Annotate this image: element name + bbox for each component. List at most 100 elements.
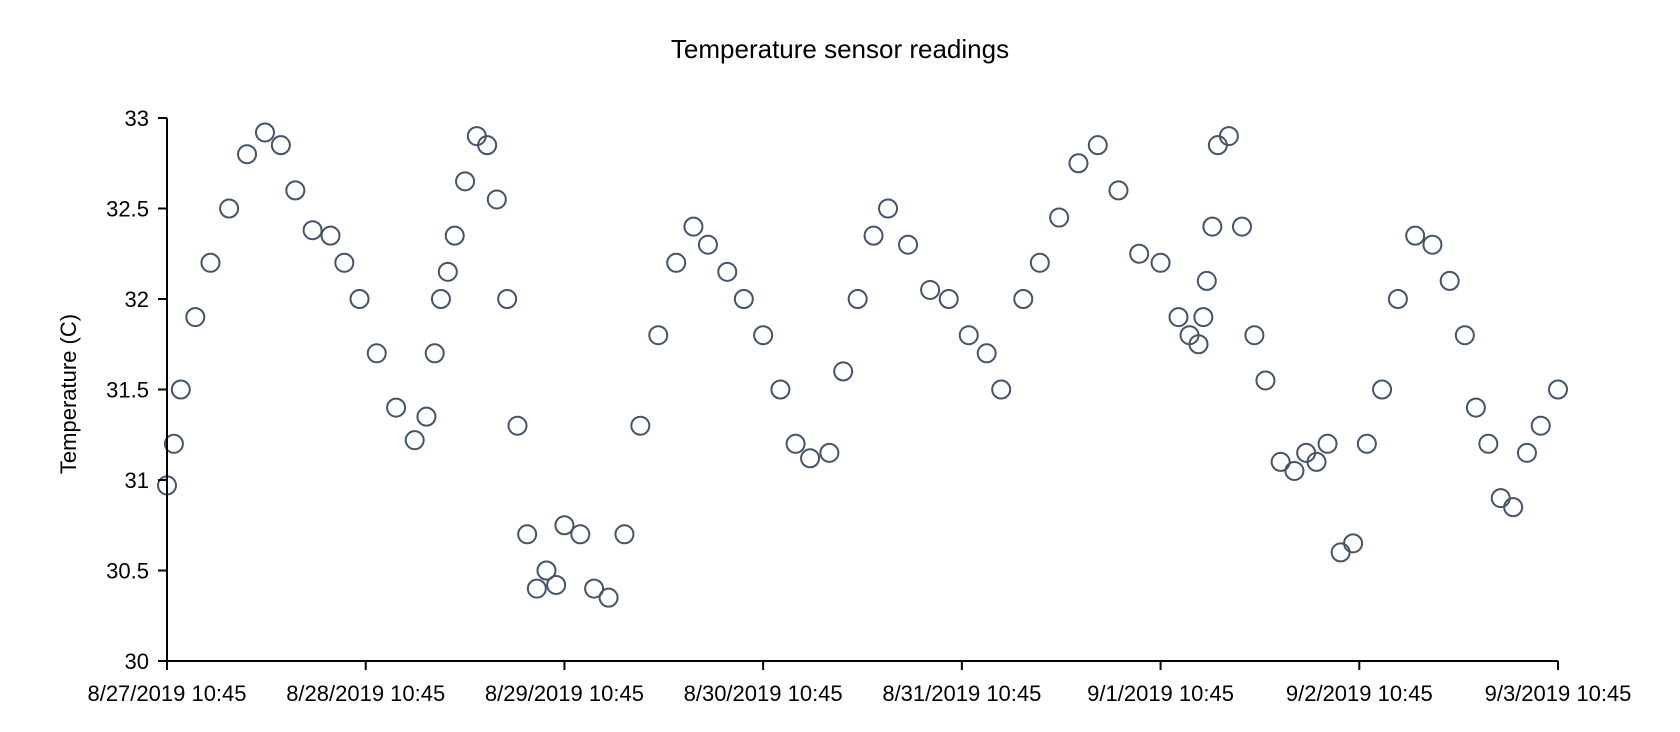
data-point bbox=[1490, 488, 1511, 509]
data-point bbox=[666, 252, 687, 273]
data-point bbox=[1306, 451, 1327, 472]
y-axis-label: Temperature (C) bbox=[56, 314, 81, 474]
data-point bbox=[570, 524, 591, 545]
data-point bbox=[1270, 451, 1291, 472]
data-point bbox=[170, 379, 191, 400]
data-point bbox=[819, 442, 840, 463]
data-point bbox=[437, 261, 458, 282]
data-point bbox=[1244, 325, 1265, 346]
data-point bbox=[334, 252, 355, 273]
data-point bbox=[404, 430, 425, 451]
data-point bbox=[1108, 180, 1129, 201]
data-point bbox=[477, 135, 498, 156]
data-point bbox=[770, 379, 791, 400]
data-point bbox=[1439, 270, 1460, 291]
data-point bbox=[1218, 126, 1239, 147]
data-point bbox=[630, 415, 651, 436]
data-point bbox=[163, 433, 184, 454]
data-point bbox=[733, 289, 754, 309]
y-tick-label: 32 bbox=[125, 287, 149, 312]
data-point bbox=[1387, 289, 1408, 309]
data-point bbox=[554, 515, 575, 536]
data-point bbox=[237, 144, 258, 165]
data-point bbox=[1068, 153, 1089, 174]
data-point bbox=[1530, 415, 1551, 436]
x-tick-label: 8/27/2019 10:45 bbox=[87, 681, 246, 706]
data-point bbox=[349, 289, 370, 309]
data-point bbox=[938, 289, 959, 309]
data-point bbox=[976, 343, 997, 364]
y-tick-label: 33 bbox=[125, 106, 149, 131]
data-point bbox=[254, 122, 275, 143]
data-point bbox=[598, 587, 619, 608]
data-point bbox=[320, 225, 341, 246]
data-point bbox=[1029, 252, 1050, 273]
data-point bbox=[1150, 252, 1171, 273]
data-point bbox=[1196, 270, 1217, 291]
data-point bbox=[920, 279, 941, 300]
data-point bbox=[285, 180, 306, 201]
data-point bbox=[1193, 307, 1214, 328]
data-point bbox=[497, 289, 518, 309]
data-point bbox=[416, 406, 437, 427]
data-point bbox=[219, 198, 240, 219]
data-point bbox=[1188, 334, 1209, 355]
data-point bbox=[1343, 533, 1364, 554]
data-point bbox=[1503, 497, 1524, 518]
data-point bbox=[1317, 433, 1338, 454]
data-point bbox=[1465, 397, 1486, 418]
data-point bbox=[486, 189, 507, 210]
data-point bbox=[1013, 289, 1034, 309]
data-point bbox=[1548, 379, 1568, 400]
data-point bbox=[614, 524, 635, 545]
x-tick-label: 9/3/2019 10:45 bbox=[1485, 681, 1632, 706]
data-point bbox=[847, 289, 868, 309]
data-point bbox=[1478, 433, 1499, 454]
y-tick-label: 32.5 bbox=[106, 197, 149, 222]
data-point bbox=[546, 574, 567, 595]
data-point bbox=[833, 361, 854, 382]
data-point bbox=[536, 560, 557, 581]
data-point bbox=[1330, 542, 1351, 563]
data-point bbox=[1372, 379, 1393, 400]
y-tick-label: 31 bbox=[125, 468, 149, 493]
data-point bbox=[785, 433, 806, 454]
data-point bbox=[517, 524, 538, 545]
data-point bbox=[958, 325, 979, 346]
data-point bbox=[1356, 433, 1377, 454]
data-point bbox=[717, 261, 738, 282]
data-point bbox=[424, 343, 445, 364]
data-point bbox=[430, 289, 451, 309]
x-tick-label: 9/2/2019 10:45 bbox=[1286, 681, 1433, 706]
data-point bbox=[1168, 307, 1189, 328]
data-point bbox=[270, 135, 291, 156]
data-point bbox=[878, 198, 899, 219]
data-point bbox=[386, 397, 407, 418]
data-point bbox=[683, 216, 704, 237]
data-point bbox=[1516, 442, 1537, 463]
data-point bbox=[584, 578, 605, 599]
x-tick-label: 8/29/2019 10:45 bbox=[485, 681, 644, 706]
data-point bbox=[1049, 207, 1070, 228]
data-point bbox=[1087, 135, 1108, 156]
y-tick-label: 30.5 bbox=[106, 559, 149, 584]
data-point bbox=[753, 325, 774, 346]
data-point bbox=[1202, 216, 1223, 237]
x-tick-label: 8/30/2019 10:45 bbox=[684, 681, 843, 706]
data-point bbox=[1231, 216, 1252, 237]
data-points bbox=[157, 122, 1568, 608]
data-point bbox=[1207, 135, 1228, 156]
data-point bbox=[185, 307, 206, 328]
y-tick-label: 30 bbox=[125, 649, 149, 674]
data-point bbox=[444, 225, 465, 246]
chart-title: Temperature sensor readings bbox=[671, 34, 1009, 64]
data-point bbox=[1284, 460, 1305, 481]
data-point bbox=[302, 220, 323, 241]
data-point bbox=[455, 171, 476, 192]
data-point bbox=[1422, 234, 1443, 255]
data-point bbox=[648, 325, 669, 346]
y-tick-label: 31.5 bbox=[106, 378, 149, 403]
data-point bbox=[1255, 370, 1276, 391]
x-tick-label: 8/31/2019 10:45 bbox=[882, 681, 1041, 706]
